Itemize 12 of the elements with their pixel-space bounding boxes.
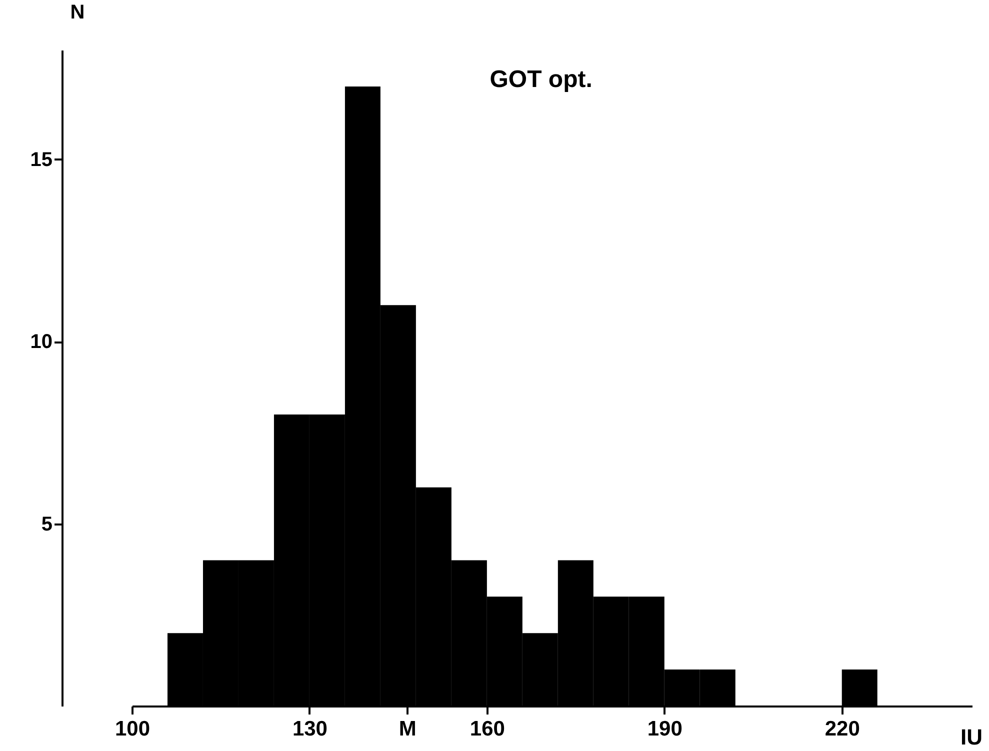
y-tick-label: 10 [30, 331, 52, 354]
y-tick-label: 5 [41, 513, 52, 536]
y-tick-label: 15 [30, 148, 52, 171]
x-tick-label: 160 [470, 718, 505, 740]
x-axis-title: IU [960, 724, 982, 750]
text: GOT opt. [490, 66, 592, 93]
x-tick-label: 130 [292, 718, 328, 740]
y-axis-title: N [70, 2, 85, 24]
x-tick-label: 190 [647, 718, 682, 740]
x-tick-label: 220 [824, 718, 860, 740]
x-tick-label: M [398, 718, 416, 740]
x-tick-label: 100 [114, 718, 150, 740]
